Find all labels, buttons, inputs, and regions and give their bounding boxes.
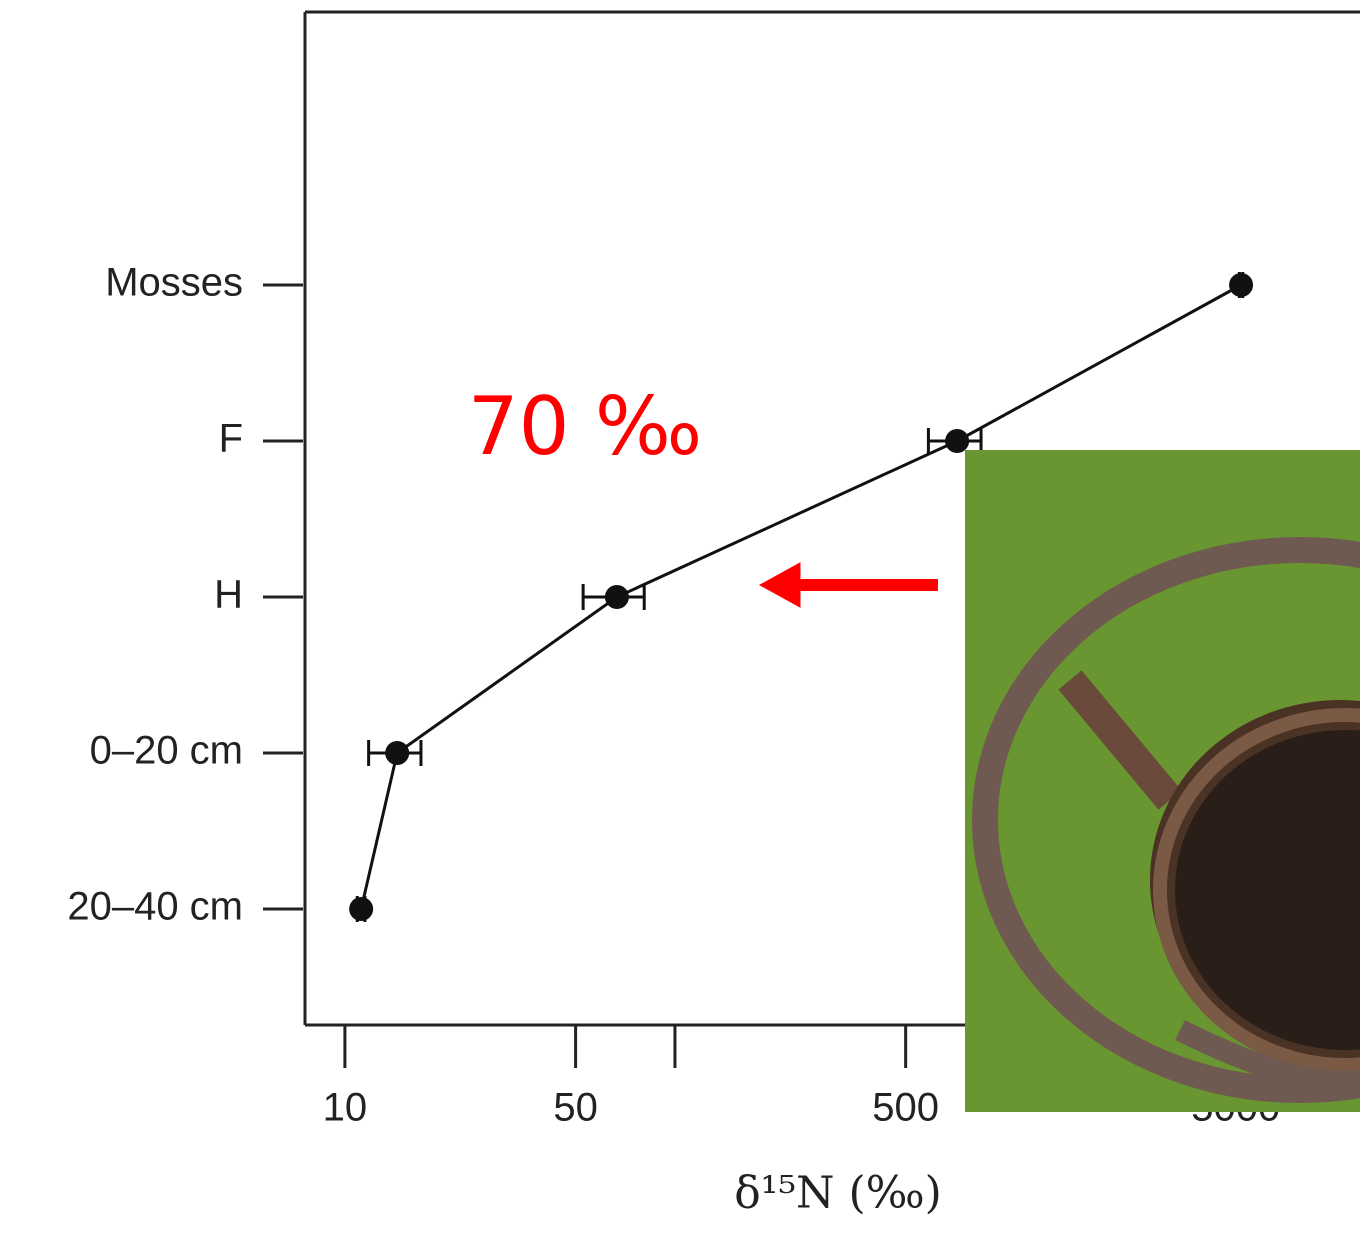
arrow (760, 563, 938, 607)
y-tick-label: 20–40 cm (67, 885, 243, 929)
annotation: 70 ‰ (468, 380, 703, 473)
chart: δ¹⁵N (‰) 70 ‰ 10505005000MossesFH0–20 cm… (0, 0, 1360, 1236)
photo (965, 450, 1360, 1112)
page: {"chart_data": { "type": "line", "x_labe… (0, 0, 1360, 1236)
y-tick-label: H (214, 573, 243, 617)
arrow-head (760, 563, 800, 607)
x-tick-label: 500 (872, 1086, 939, 1130)
point (349, 897, 373, 921)
x-axis-label: δ¹⁵N (‰) (734, 1168, 942, 1219)
point (1229, 273, 1253, 297)
x-tick-label: 10 (323, 1086, 368, 1130)
y-tick-label: F (219, 417, 243, 461)
y-tick-label: Mosses (105, 261, 243, 305)
point (385, 741, 409, 765)
y-tick-label: 0–20 cm (90, 729, 243, 773)
point (945, 429, 969, 453)
point (605, 585, 629, 609)
x-tick-label: 50 (553, 1086, 598, 1130)
